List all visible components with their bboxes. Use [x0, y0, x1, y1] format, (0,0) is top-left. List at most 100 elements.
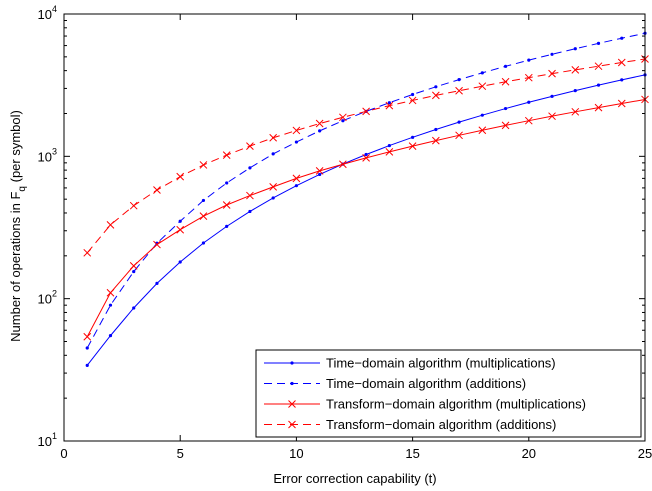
- data-point: [85, 346, 89, 350]
- data-point: [176, 172, 185, 181]
- data-point: [527, 100, 531, 104]
- data-point: [201, 198, 206, 203]
- data-point: [339, 113, 347, 122]
- y-tick-label: 102: [38, 289, 57, 307]
- data-point: [315, 167, 324, 175]
- y-axis-label-subscript: q: [17, 186, 28, 192]
- data-point: [339, 160, 347, 169]
- x-tick-label: 20: [522, 446, 536, 461]
- data-point: [480, 113, 484, 117]
- data-point: [503, 106, 508, 111]
- data-point: [225, 224, 229, 228]
- data-point: [594, 103, 603, 112]
- data-point: [294, 184, 298, 188]
- data-point: [573, 47, 577, 51]
- data-point: [153, 186, 161, 194]
- data-point: [455, 131, 463, 140]
- legend-label: Time−domain algorithm (multiplications): [326, 356, 556, 371]
- data-point: [155, 281, 159, 286]
- data-point: [408, 96, 417, 105]
- data-point: [503, 64, 508, 68]
- data-point: [594, 62, 603, 71]
- data-point: [408, 142, 417, 150]
- x-tick-label: 0: [60, 446, 67, 461]
- data-point: [318, 172, 322, 177]
- data-point: [341, 119, 345, 123]
- plot-frame: [63, 13, 646, 442]
- data-point: [129, 262, 138, 270]
- data-point: [222, 201, 231, 209]
- data-point: [550, 52, 554, 56]
- legend-label: Transform−domain algorithm (additions): [326, 417, 556, 432]
- legend-box: [255, 349, 642, 438]
- series-group: [85, 31, 647, 350]
- data-point: [501, 77, 510, 86]
- data-point: [385, 148, 394, 156]
- data-point: [199, 212, 208, 220]
- data-point: [548, 69, 556, 78]
- data-point: [596, 83, 601, 87]
- data-point: [596, 41, 601, 45]
- data-point: [455, 86, 463, 95]
- data-point: [387, 101, 391, 105]
- data-point: [411, 92, 415, 97]
- legend-marker: [288, 420, 296, 429]
- data-point: [222, 151, 231, 159]
- data-point: [478, 126, 487, 135]
- legend-item: Transform−domain algorithm (multiplicati…: [264, 397, 586, 412]
- series-group: [83, 95, 649, 341]
- data-point: [524, 116, 533, 125]
- legend-marker: [288, 400, 296, 408]
- data-point: [550, 94, 554, 98]
- x-tick-label: 25: [638, 446, 652, 461]
- legend-item: Time−domain algorithm (multiplications): [264, 356, 556, 371]
- data-point: [294, 140, 298, 144]
- data-point: [571, 66, 580, 74]
- data-point: [315, 119, 324, 128]
- data-point: [457, 78, 461, 82]
- data-point: [83, 332, 92, 341]
- data-point: [362, 107, 370, 116]
- data-point: [318, 129, 322, 133]
- data-point: [246, 191, 254, 200]
- y-axis-label-suffix: (per symbol): [8, 110, 23, 186]
- data-point: [411, 135, 415, 139]
- data-point: [362, 154, 370, 162]
- x-tick-label: 15: [405, 446, 419, 461]
- legend-label: Time−domain algorithm (additions): [326, 376, 526, 391]
- data-point: [176, 225, 185, 234]
- data-point: [108, 303, 113, 307]
- data-point: [271, 196, 275, 200]
- data-point: [83, 248, 92, 257]
- data-point: [617, 99, 626, 108]
- data-point: [85, 363, 89, 367]
- axes-layer: 0 5 10 15 20 25 101 102 103 104: [38, 4, 652, 461]
- data-point: [269, 133, 278, 142]
- data-point: [201, 241, 206, 245]
- y-tick-label: 101: [38, 431, 57, 449]
- data-point: [106, 221, 115, 229]
- data-point: [431, 136, 440, 145]
- legend-item: Time−domain algorithm (additions): [264, 376, 526, 391]
- data-point: [132, 269, 136, 274]
- data-point: [571, 107, 580, 116]
- data-point: [524, 73, 533, 82]
- data-point: [620, 36, 624, 40]
- data-point: [292, 126, 301, 135]
- data-point: [246, 142, 254, 150]
- data-point: [178, 260, 182, 264]
- series-group: [83, 55, 649, 257]
- data-point: [620, 78, 624, 82]
- data-point: [106, 288, 115, 297]
- data-point: [153, 240, 161, 249]
- data-point: [132, 306, 136, 310]
- data-point: [431, 91, 440, 100]
- legend-label: Transform−domain algorithm (multiplicati…: [326, 397, 586, 412]
- data-point: [108, 334, 113, 338]
- legend-marker: [290, 361, 294, 365]
- legend-item: Transform−domain algorithm (additions): [264, 417, 556, 432]
- data-point: [129, 201, 138, 210]
- data-point: [434, 85, 438, 89]
- data-point: [271, 152, 275, 156]
